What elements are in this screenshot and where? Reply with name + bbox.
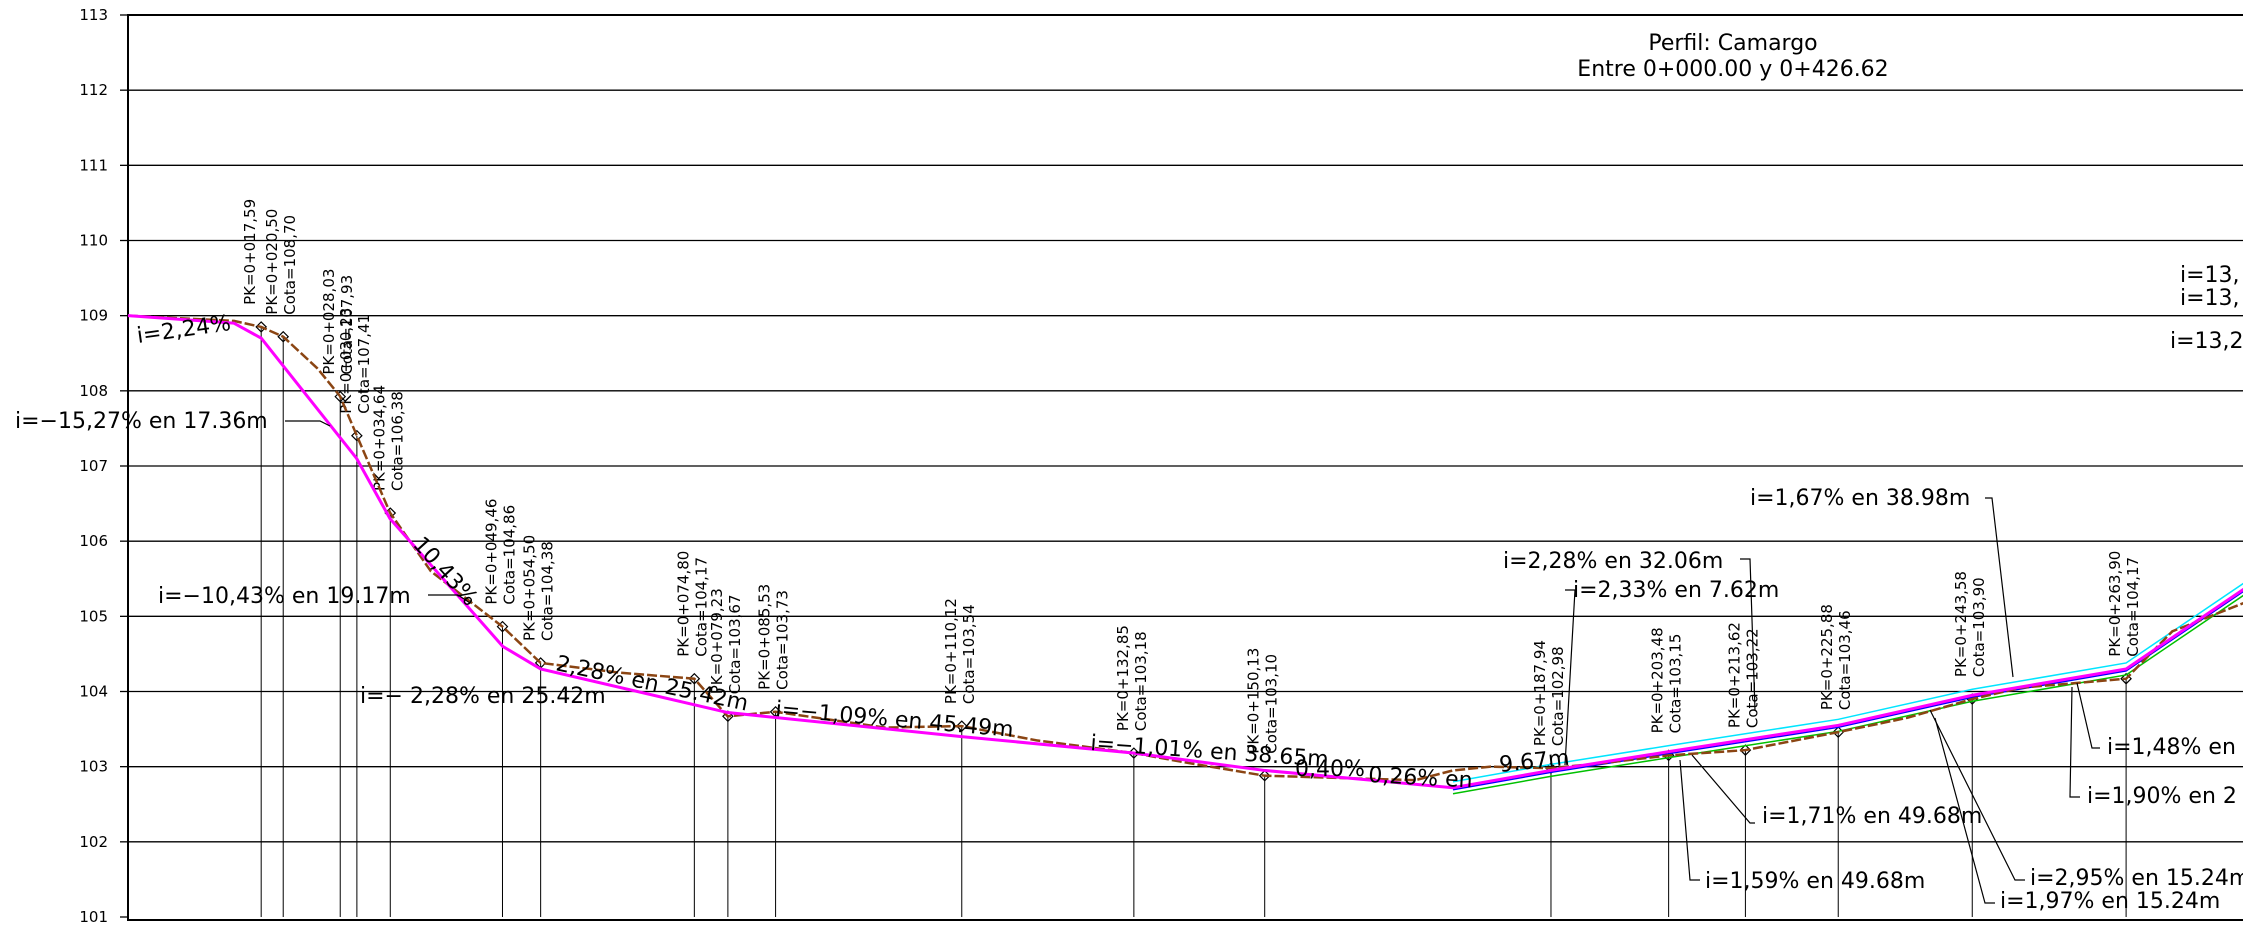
slope-label: i=1,67% en 38.98m bbox=[1750, 486, 1970, 511]
slope-label: i=13, bbox=[2180, 286, 2240, 311]
profile-subtitle: Entre 0+000.00 y 0+426.62 bbox=[1577, 57, 1888, 82]
station-marker bbox=[1739, 744, 1752, 756]
station-cota-label: Cota=103,22 bbox=[1743, 628, 1761, 728]
slope-label: i=− 2,28% en 25.42m bbox=[360, 684, 606, 709]
slope-label: i=−1,09% en 45.49m bbox=[774, 697, 1014, 743]
station-pk-label: PK=0+132,85 bbox=[1114, 625, 1132, 731]
station-cota-label: Cota=104,38 bbox=[539, 541, 557, 641]
station-pk-label: PK=0+110,12 bbox=[942, 598, 960, 704]
slope-label: i=−10,43% en 19.17m bbox=[158, 584, 411, 609]
y-tick-label: 105 bbox=[79, 607, 108, 625]
station-cota-label: Cota=103,67 bbox=[726, 595, 744, 695]
station-pk-label: PK=0+263,90 bbox=[2106, 551, 2124, 657]
station-marker bbox=[277, 330, 290, 343]
station-cota-label: Cota=103,46 bbox=[1836, 610, 1854, 710]
station-marker bbox=[688, 672, 701, 685]
slope-label: 9.67m bbox=[1498, 746, 1571, 778]
station-pk-label: PK=0+085,53 bbox=[756, 584, 774, 690]
slope-label: 0,26% en bbox=[1368, 763, 1474, 793]
terrain-line bbox=[127, 314, 2243, 782]
station-cota-label: Cota=103,90 bbox=[1970, 577, 1988, 677]
station-pk-label: PK=0+028,03 bbox=[320, 269, 338, 375]
station-pk-label: PK=0+243,58 bbox=[1952, 571, 1970, 677]
y-tick-label: 109 bbox=[79, 307, 108, 325]
station-markers: PK=0+017,59 PK=0+020,50 Cota=108,70 PK=0+02… bbox=[241, 199, 2142, 917]
station-pk-label: PK=0+187,94 bbox=[1531, 640, 1549, 746]
station-pk-label: PK=0+213,62 bbox=[1725, 622, 1743, 728]
station-cota-label: Cota=108,70 bbox=[281, 215, 299, 315]
slope-label: i=13,2 bbox=[2170, 329, 2243, 354]
plot-frame bbox=[127, 14, 2243, 921]
station-cota-label: Cota=103,10 bbox=[1263, 654, 1281, 754]
slope-label: i=2,33% en 7.62m bbox=[1573, 578, 1779, 603]
station-cota-label: Cota=103,15 bbox=[1667, 634, 1685, 734]
y-tick-label: 108 bbox=[79, 382, 108, 400]
slope-label: i=1,59% en 49.68m bbox=[1705, 869, 1925, 894]
station-pk-label: PK=0+203,48 bbox=[1649, 627, 1667, 733]
station-marker bbox=[496, 620, 509, 633]
y-tick-label: 103 bbox=[79, 758, 108, 776]
slope-label: i=1,90% en 2 bbox=[2087, 784, 2237, 809]
station-marker bbox=[255, 321, 268, 333]
station-pk-label: PK=0+034,64 bbox=[370, 385, 388, 491]
slope-label: i=13, bbox=[2180, 263, 2240, 288]
station-cota-label: Cota=102,98 bbox=[1549, 646, 1567, 746]
station-pk-label: PK=0+150,13 bbox=[1245, 648, 1263, 754]
slope-label: i=2,95% en 15.24m bbox=[2030, 866, 2243, 891]
profile-series bbox=[127, 314, 2243, 795]
y-tick-label: 102 bbox=[79, 833, 108, 851]
aux-line bbox=[1452, 590, 2243, 791]
station-cota-label: Cota=104,86 bbox=[500, 505, 518, 605]
station-pk-label: PK=0+017,59 bbox=[241, 199, 259, 305]
y-tick-label: 111 bbox=[79, 156, 108, 174]
y-tick-label: 101 bbox=[79, 908, 108, 926]
slope-label: i=−15,27% en 17.36m bbox=[15, 409, 268, 434]
slope-label: 0,40% bbox=[1295, 757, 1365, 782]
grid-lines bbox=[128, 89, 2243, 843]
slope-label: 10,43% bbox=[408, 532, 483, 611]
station-pk-label: PK=0+049,46 bbox=[482, 499, 500, 605]
station-cota-label: Cota=104,17 bbox=[2124, 557, 2142, 657]
station-cota-label: Cota=107,93 bbox=[338, 275, 356, 375]
slope-label: i=2,28% en 32.06m bbox=[1503, 549, 1723, 574]
grade-line bbox=[127, 314, 2243, 790]
slope-label: i=1,71% en 49.68m bbox=[1762, 804, 1982, 829]
leader-lines bbox=[285, 420, 2100, 904]
y-tick-label: 110 bbox=[79, 232, 108, 250]
y-tick-label: 104 bbox=[79, 683, 108, 701]
y-tick-label: 112 bbox=[79, 81, 108, 99]
station-pk-label: PK=0+074,80 bbox=[674, 551, 692, 657]
station-pk-label: PK=0+225,88 bbox=[1818, 604, 1836, 710]
aux-line bbox=[1452, 582, 2243, 783]
station-cota-label: Cota=107,41 bbox=[355, 314, 373, 414]
y-axis-ticks: 113 112 111 110 109 108 107 106 105 104 103 102 101 bbox=[79, 6, 128, 926]
station-cota-label: Cota=106,38 bbox=[388, 391, 406, 491]
y-tick-label: 113 bbox=[79, 6, 108, 24]
station-pk-label: PK=0+030,23 bbox=[337, 308, 355, 414]
y-tick-label: 106 bbox=[79, 532, 108, 550]
station-cota-label: Cota=103,73 bbox=[774, 590, 792, 690]
station-pk-label: PK=0+054,50 bbox=[521, 535, 539, 641]
station-cota-label: Cota=103,54 bbox=[960, 604, 978, 704]
station-pk-label: PK=0+020,50 bbox=[263, 209, 281, 315]
y-tick-label: 107 bbox=[79, 457, 108, 475]
slope-label: i=1,97% en 15.24m bbox=[2000, 889, 2220, 914]
slope-label: i=1,48% en bbox=[2107, 735, 2236, 760]
station-cota-label: Cota=104,17 bbox=[692, 557, 710, 657]
profile-title: Perfil: Camargo bbox=[1648, 31, 1817, 56]
station-cota-label: Cota=103,18 bbox=[1132, 631, 1150, 731]
station-pk-label: PK=0+079,23 bbox=[708, 588, 726, 694]
